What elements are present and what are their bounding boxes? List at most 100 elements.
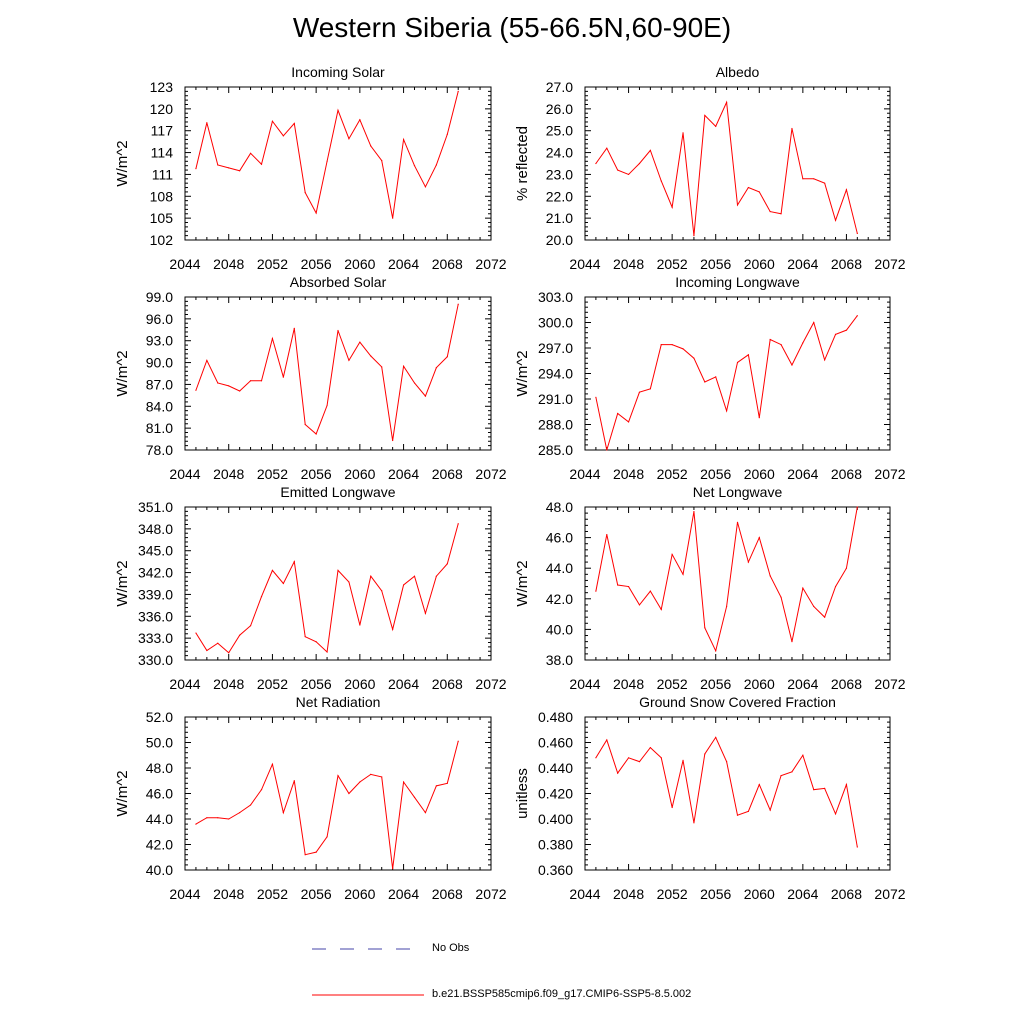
x-tick-label: 2052 <box>257 676 288 692</box>
y-tick-label: 102 <box>150 232 174 248</box>
legend-model-label: b.e21.BSSP585cmip6.f09_g17.CMIP6-SSP5-8.… <box>432 988 692 1000</box>
data-point <box>206 122 208 124</box>
x-tick-label: 2048 <box>213 256 244 272</box>
data-point <box>704 627 706 629</box>
data-point <box>446 563 448 565</box>
y-tick-label: 40.0 <box>546 621 573 637</box>
data-point <box>348 792 350 795</box>
data-point <box>381 159 383 162</box>
y-tick-label: 38.0 <box>546 652 573 668</box>
data-point <box>282 812 284 814</box>
data-point <box>217 642 219 644</box>
data-point <box>606 739 608 741</box>
data-point <box>813 789 815 791</box>
y-tick-label: 42.0 <box>546 591 573 607</box>
x-tick-label: 2056 <box>301 676 332 692</box>
data-point <box>791 641 793 643</box>
y-tick-label: 339.0 <box>138 586 173 602</box>
data-point <box>392 439 394 442</box>
panel-4: Incoming Longwave W/m^2 2044 2048 2052 2056 20… <box>514 274 906 482</box>
data-point <box>457 303 459 305</box>
y-tick-label: 87.0 <box>146 376 173 392</box>
data-point <box>424 395 427 397</box>
data-point <box>217 817 219 819</box>
panel-title: Albedo <box>716 64 760 80</box>
data-point <box>260 163 263 165</box>
data-point <box>293 122 295 125</box>
data-point <box>195 168 197 170</box>
series-line <box>195 304 459 441</box>
y-tick-label: 44.0 <box>546 560 573 576</box>
data-point <box>293 780 295 782</box>
data-point <box>824 616 826 618</box>
data-point <box>715 125 717 127</box>
data-point <box>715 376 717 378</box>
y-axis-label: W/m^2 <box>114 350 131 396</box>
data-point <box>337 109 339 111</box>
data-point <box>457 523 459 525</box>
figure-title: Western Siberia (55-66.5N,60-90E) <box>292 12 732 43</box>
data-point <box>402 365 405 367</box>
plot-frame <box>584 86 891 241</box>
data-point <box>671 806 673 809</box>
data-point <box>282 582 284 585</box>
plot-frame <box>584 716 891 871</box>
x-tick-label: 2048 <box>213 676 244 692</box>
data-point <box>834 813 837 815</box>
y-tick-label: 114 <box>151 145 174 161</box>
y-tick-label: 105 <box>150 210 174 226</box>
data-point <box>370 145 372 147</box>
data-point <box>627 585 630 588</box>
series-line <box>195 741 459 869</box>
data-point <box>249 380 252 382</box>
data-point <box>606 449 608 451</box>
data-point <box>726 605 728 608</box>
data-point <box>769 338 771 341</box>
data-point <box>435 575 437 577</box>
x-tick-label: 2056 <box>700 676 731 692</box>
data-point <box>304 854 306 856</box>
data-point <box>595 590 597 592</box>
y-tick-label: 25.0 <box>546 123 573 139</box>
y-tick-label: 351.0 <box>138 499 173 515</box>
x-tick-label: 2044 <box>569 676 600 692</box>
data-point <box>359 119 361 121</box>
data-point <box>595 162 597 165</box>
data-point <box>392 217 394 219</box>
data-point <box>239 634 241 636</box>
panel-5: Emitted Longwave W/m^2 2044 2048 2052 2056 206… <box>114 484 507 692</box>
data-point <box>649 590 651 592</box>
x-tick-label: 2068 <box>432 676 463 692</box>
panel-7: Net Radiation W/m^2 2044 2048 2052 2056 2060 20… <box>114 694 507 902</box>
plot-frame <box>184 296 492 451</box>
plot-frame <box>184 506 492 661</box>
y-tick-label: 294.0 <box>538 366 573 382</box>
data-point <box>617 412 619 415</box>
data-point <box>682 132 684 134</box>
data-point <box>693 235 695 237</box>
x-tick-label: 2052 <box>657 256 688 272</box>
panel-2: Albedo % reflected 2044 2048 2052 2056 2060 206… <box>514 64 906 272</box>
data-point <box>595 396 597 398</box>
data-point <box>413 382 416 384</box>
x-tick-label: 2052 <box>257 256 288 272</box>
data-point <box>834 585 837 588</box>
data-point <box>726 101 728 103</box>
y-tick-label: 21.0 <box>546 210 573 226</box>
data-point <box>413 796 416 798</box>
panel-1: Incoming Solar W/m^2 2044 2048 2052 2056 2060 2… <box>114 64 507 272</box>
y-tick-label: 46.0 <box>146 786 173 802</box>
data-point <box>638 761 641 763</box>
data-point <box>228 167 230 169</box>
panel-title: Incoming Solar <box>291 64 385 80</box>
data-point <box>326 836 328 838</box>
y-axis-label: W/m^2 <box>114 560 131 606</box>
y-tick-label: 123 <box>150 79 174 95</box>
x-tick-label: 2072 <box>874 886 905 902</box>
data-point <box>715 736 717 739</box>
x-tick-label: 2060 <box>344 676 375 692</box>
data-point <box>370 355 372 357</box>
panel-title: Absorbed Solar <box>290 274 387 290</box>
x-tick-label: 2052 <box>257 886 288 902</box>
